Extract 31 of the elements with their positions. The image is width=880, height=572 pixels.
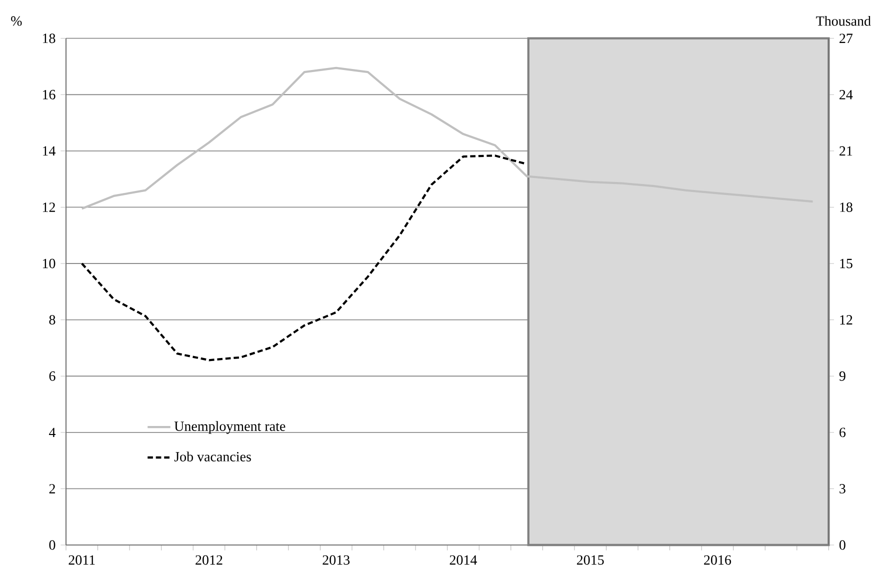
line-series: [80, 66, 814, 210]
y-tick-label: 8: [49, 315, 56, 325]
y-tick-label: 0: [49, 540, 56, 550]
y2-tick-label: 6: [840, 428, 846, 438]
y2-tick-label: 12: [840, 315, 852, 324]
y2-tick-label: 0: [839, 540, 846, 550]
y-tick-label: 12: [42, 202, 55, 212]
y-tick-label: 16: [42, 90, 56, 100]
x-tick-label: 2013: [322, 555, 350, 565]
legend-label: Job vacancies: [174, 452, 251, 462]
y2-tick-label: 9: [839, 371, 846, 381]
x-tick-label: 2011: [68, 555, 95, 565]
x-tick-label: 2015: [576, 555, 604, 565]
y-tick-label: 2: [49, 484, 55, 494]
x-tick-label: 2016: [704, 555, 732, 565]
y2-tick-label: 18: [840, 202, 852, 212]
y-axis-title: %: [11, 16, 22, 26]
y-tick-label: 10: [42, 258, 56, 268]
y2-tick-label: 27: [840, 34, 853, 43]
y-tick-label: 18: [42, 34, 56, 44]
y-tick-label: 6: [49, 371, 56, 381]
x-tick-label: 2012: [196, 555, 222, 565]
y-tick-label: 14: [42, 146, 56, 156]
y2-axis-title: Thousand: [816, 16, 871, 26]
y2-tick-label: 15: [840, 258, 852, 268]
x-tick-label: 2014: [450, 555, 478, 565]
y2-tick-label: 21: [840, 146, 852, 156]
y2-tick-label: 24: [840, 90, 853, 100]
y-tick-label: 4: [49, 428, 56, 438]
y2-tick-label: 3: [840, 484, 846, 494]
legend-label: Unemployment rate: [174, 421, 286, 434]
